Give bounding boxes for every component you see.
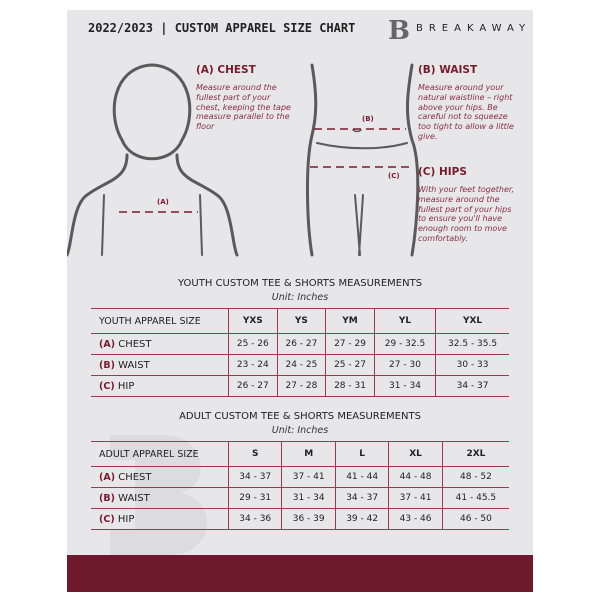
- measure-lines: [119, 128, 414, 213]
- table-cell: 28 - 31: [325, 375, 375, 397]
- table-row: (B) WAIST 23 - 24 24 - 25 25 - 27 27 - 30 30 …: [91, 354, 509, 376]
- adult-size-table: ADULT APPAREL SIZE S M L XL 2XL (A) CHEST 34 - …: [91, 441, 509, 530]
- size-column-header: M: [281, 441, 336, 467]
- table-cell: 29 - 31: [227, 487, 282, 509]
- table-cell: 41 - 44: [334, 466, 389, 488]
- measure-code: (C): [99, 513, 115, 525]
- waist-marker: (B): [362, 115, 374, 123]
- measure-label: (B) WAIST: [91, 354, 229, 376]
- table-cell: 34 - 36: [227, 508, 282, 530]
- body-illustrations: [67, 63, 420, 257]
- table-header-row: ADULT APPAREL SIZE S M L XL 2XL: [91, 441, 509, 467]
- measure-name: HIP: [117, 380, 135, 392]
- table-cell: 23 - 24: [228, 354, 278, 376]
- measure-name: WAIST: [118, 359, 150, 371]
- measure-label: (B) WAIST: [91, 487, 229, 509]
- measure-name: WAIST: [118, 492, 150, 504]
- table-cell: 34 - 37: [334, 487, 389, 509]
- table-cell: 46 - 50: [441, 508, 509, 530]
- size-column-header: L: [334, 441, 389, 467]
- table-cell: 48 - 52: [441, 466, 509, 488]
- torso-figure-icon: [67, 63, 239, 257]
- table-cell: 24 - 25: [276, 354, 326, 376]
- chest-heading: (A) CHEST: [196, 64, 256, 76]
- measure-code: (C): [99, 380, 115, 392]
- table-cell: 27 - 29: [325, 333, 375, 355]
- table-cell: 29 - 32.5: [373, 333, 436, 355]
- measure-label: (A) CHEST: [91, 466, 229, 488]
- table-cell: 25 - 26: [228, 333, 278, 355]
- size-header: YOUTH APPAREL SIZE: [91, 308, 229, 334]
- table-cell: 34 - 37: [435, 375, 509, 397]
- measure-name: CHEST: [118, 471, 152, 483]
- table-cell: 43 - 46: [388, 508, 443, 530]
- measure-code: (A): [99, 471, 116, 483]
- measure-code: (A): [99, 338, 116, 350]
- measure-label: (C) HIP: [91, 508, 229, 530]
- chest-description: Measure around the fullest part of your …: [196, 83, 291, 132]
- table-cell: 36 - 39: [281, 508, 336, 530]
- adult-unit: Unit: Inches: [271, 425, 329, 436]
- table-cell: 44 - 48: [388, 466, 443, 488]
- table-cell: 34 - 37: [227, 466, 282, 488]
- measure-label: (A) CHEST: [91, 333, 229, 355]
- table-row: (A) CHEST 25 - 26 26 - 27 27 - 29 29 - 32.5 3…: [91, 333, 509, 355]
- waist-heading: (B) WAIST: [418, 64, 478, 76]
- measure-code: (B): [99, 359, 115, 371]
- size-column-header: YM: [325, 308, 375, 334]
- measure-name: CHEST: [118, 338, 152, 350]
- table-cell: 31 - 34: [373, 375, 436, 397]
- table-row: (C) HIP 26 - 27 27 - 28 28 - 31 31 - 34 34 - …: [91, 375, 509, 397]
- table-cell: 37 - 41: [388, 487, 443, 509]
- waist-figure-icon: [306, 63, 420, 257]
- hips-heading: (C) HIPS: [418, 166, 467, 178]
- table-cell: 32.5 - 35.5: [435, 333, 509, 355]
- brand-name: BREAKAWAY: [416, 23, 532, 34]
- table-cell: 31 - 34: [281, 487, 336, 509]
- brand-logo-icon: B: [388, 16, 410, 46]
- chest-marker: (A): [157, 198, 169, 206]
- table-cell: 26 - 27: [228, 375, 278, 397]
- size-header: ADULT APPAREL SIZE: [91, 441, 229, 467]
- table-cell: 26 - 27: [276, 333, 326, 355]
- size-column-header: YXL: [435, 308, 509, 334]
- waist-description: Measure around your natural waistline – …: [418, 83, 514, 141]
- size-column-header: S: [227, 441, 282, 467]
- youth-unit: Unit: Inches: [271, 292, 329, 303]
- table-cell: 41 - 45.5: [441, 487, 509, 509]
- size-column-header: XL: [388, 441, 443, 467]
- table-cell: 30 - 33: [435, 354, 509, 376]
- youth-size-table: YOUTH APPAREL SIZE YXS YS YM YL YXL (A) CHEST 2…: [91, 308, 509, 397]
- table-header-row: YOUTH APPAREL SIZE YXS YS YM YL YXL: [91, 308, 509, 334]
- size-column-header: YL: [373, 308, 436, 334]
- table-row: (B) WAIST 29 - 31 31 - 34 34 - 37 37 - 41 41 …: [91, 487, 509, 509]
- table-cell: 37 - 41: [281, 466, 336, 488]
- measure-label: (C) HIP: [91, 375, 229, 397]
- hips-description: With your feet together, measure around …: [418, 185, 515, 243]
- table-row: (C) HIP 34 - 36 36 - 39 39 - 42 43 - 46 46 - …: [91, 508, 509, 530]
- size-column-header: 2XL: [441, 441, 509, 467]
- adult-section-title: ADULT CUSTOM TEE & SHORTS MEASUREMENTS: [179, 411, 421, 422]
- measure-code: (B): [99, 492, 115, 504]
- table-row: (A) CHEST 34 - 37 37 - 41 41 - 44 44 - 48 48 …: [91, 466, 509, 488]
- table-cell: 25 - 27: [325, 354, 375, 376]
- table-cell: 27 - 28: [276, 375, 326, 397]
- footer-bar: [67, 555, 533, 592]
- table-cell: 27 - 30: [373, 354, 436, 376]
- youth-section-title: YOUTH CUSTOM TEE & SHORTS MEASUREMENTS: [177, 278, 423, 289]
- size-column-header: YXS: [228, 308, 278, 334]
- page-title: 2022/2023 | CUSTOM APPAREL SIZE CHART: [88, 21, 356, 35]
- size-column-header: YS: [276, 308, 326, 334]
- measure-name: HIP: [117, 513, 135, 525]
- table-cell: 39 - 42: [334, 508, 389, 530]
- hips-marker: (C): [388, 172, 400, 180]
